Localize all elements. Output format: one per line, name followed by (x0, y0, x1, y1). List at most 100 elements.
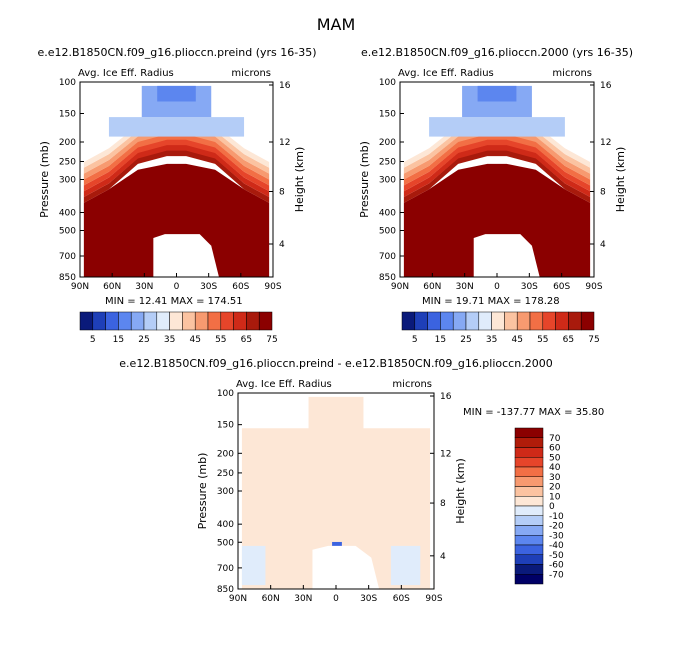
field-diff-negative-left (241, 545, 266, 586)
colorbar-swatch (452, 311, 467, 331)
field-diff-negative-right (390, 545, 421, 586)
x-tick-label: 30N (294, 594, 312, 604)
colorbar-label: 25 (138, 335, 149, 345)
y-right-axis-label: Height (km) (614, 147, 627, 213)
y-tick-label: 700 (217, 564, 234, 574)
colorbar-label: 55 (537, 335, 548, 345)
field-difference (241, 396, 431, 589)
colorbar-swatch (514, 525, 544, 536)
min-max-label: MIN = -137.77 MAX = 35.80 (463, 407, 604, 418)
colorbar-swatch (414, 311, 428, 331)
y-right-tick-label: 8 (279, 187, 285, 197)
y-tick-label: 500 (217, 538, 234, 548)
colorbar-swatch (529, 311, 544, 331)
x-tick-label: 90N (71, 282, 89, 292)
x-tick-label: 90S (425, 594, 442, 604)
colorbar-swatch (514, 515, 544, 526)
colorbar-swatch (169, 311, 183, 331)
x-tick-label: 30S (360, 594, 377, 604)
chart-panel-preind: e.e12.B1850CN.f09_g16.plioccn.preind (yr… (37, 46, 316, 345)
y-tick-label: 250 (217, 469, 234, 479)
colorbar-swatch (427, 311, 441, 331)
x-tick-label: 60S (553, 282, 570, 292)
y-tick-label: 200 (217, 449, 234, 459)
colorbar-label: 70 (549, 434, 561, 444)
panel-subtitle-left: Avg. Ice Eff. Radius (398, 68, 494, 79)
y-right-axis-label: Height (km) (293, 147, 306, 213)
colorbar-swatch (514, 574, 544, 585)
y-right-tick-label: 16 (600, 81, 612, 91)
y-tick-label: 700 (59, 252, 76, 262)
panel-title: e.e12.B1850CN.f09_g16.plioccn.preind (yr… (37, 46, 316, 59)
colorbar-label: -40 (549, 541, 564, 551)
x-tick-label: 30N (456, 282, 474, 292)
y-right-tick-label: 12 (440, 449, 451, 459)
y-tick-label: 300 (217, 487, 234, 497)
colorbar-swatch (182, 311, 196, 331)
y-tick-label: 300 (59, 176, 76, 186)
min-max-label: MIN = 12.41 MAX = 174.51 (105, 296, 243, 307)
field-band-topcore (477, 85, 517, 102)
panel-title: e.e12.B1850CN.f09_g16.plioccn.preind - e… (119, 357, 552, 370)
colorbar-swatch (514, 505, 544, 516)
y-right-tick-label: 12 (279, 138, 290, 148)
colorbar-label: 75 (588, 335, 599, 345)
colorbar-swatch (514, 564, 544, 575)
colorbar-swatch (514, 457, 544, 468)
colorbar-swatch (220, 311, 234, 331)
colorbar-swatch (79, 311, 94, 331)
colorbar-swatch (258, 311, 273, 331)
y-tick-label: 100 (379, 78, 396, 88)
colorbar-swatch (194, 311, 209, 331)
y-tick-label: 150 (59, 109, 76, 119)
colorbar-swatch (143, 311, 158, 331)
y-tick-label: 400 (217, 520, 234, 530)
field-band-1 (403, 144, 591, 198)
colorbar: 5 15 25 35 45 55 65 75 (79, 311, 278, 345)
field-band-3 (403, 133, 591, 186)
colorbar-swatch (92, 311, 106, 331)
field-band-5 (83, 122, 270, 174)
chart-panel-difference: e.e12.B1850CN.f09_g16.plioccn.preind - e… (119, 357, 604, 604)
colorbar-swatch (207, 311, 222, 331)
colorbar-label: -20 (549, 522, 564, 532)
colorbar-swatch (555, 311, 569, 331)
field-band-4 (83, 128, 270, 180)
colorbar-swatch (401, 311, 416, 331)
colorbar-label: -70 (549, 570, 564, 580)
colorbar-swatch (542, 311, 556, 331)
y-tick-label: 250 (59, 158, 76, 168)
colorbar-label: 40 (549, 463, 561, 473)
colorbar-swatch (516, 311, 531, 331)
y-tick-label: 300 (379, 176, 396, 186)
colorbar-swatch (105, 311, 119, 331)
colorbar-label: 65 (563, 335, 574, 345)
colorbar-swatch (514, 466, 544, 477)
field-band-75 (403, 163, 591, 277)
panel-subtitle-right: microns (552, 68, 592, 79)
colorbar-swatch (504, 311, 518, 331)
field-band-topcore (157, 85, 196, 102)
y-tick-label: 100 (59, 78, 76, 88)
y-tick-label: 150 (379, 109, 396, 119)
colorbar-swatch (514, 554, 544, 565)
colorbar-label: 65 (241, 335, 252, 345)
field-band-upper (429, 117, 565, 137)
colorbar-swatch (514, 437, 544, 448)
y-right-tick-label: 12 (600, 138, 611, 148)
y-right-tick-label: 8 (440, 499, 446, 509)
colorbar-label: -10 (549, 512, 564, 522)
colorbar-label: 45 (189, 335, 200, 345)
field-band-2 (83, 139, 270, 192)
colorbar-swatch (465, 311, 480, 331)
field-band-75 (83, 163, 270, 277)
min-max-label: MIN = 19.71 MAX = 178.28 (422, 296, 560, 307)
season-title: MAM (317, 15, 356, 34)
colorbar-swatch (440, 311, 454, 331)
colorbar-label: 50 (549, 453, 561, 463)
colorbar-label: 15 (113, 335, 124, 345)
field-band-upper (108, 117, 245, 137)
colorbar-label: -60 (549, 561, 564, 571)
